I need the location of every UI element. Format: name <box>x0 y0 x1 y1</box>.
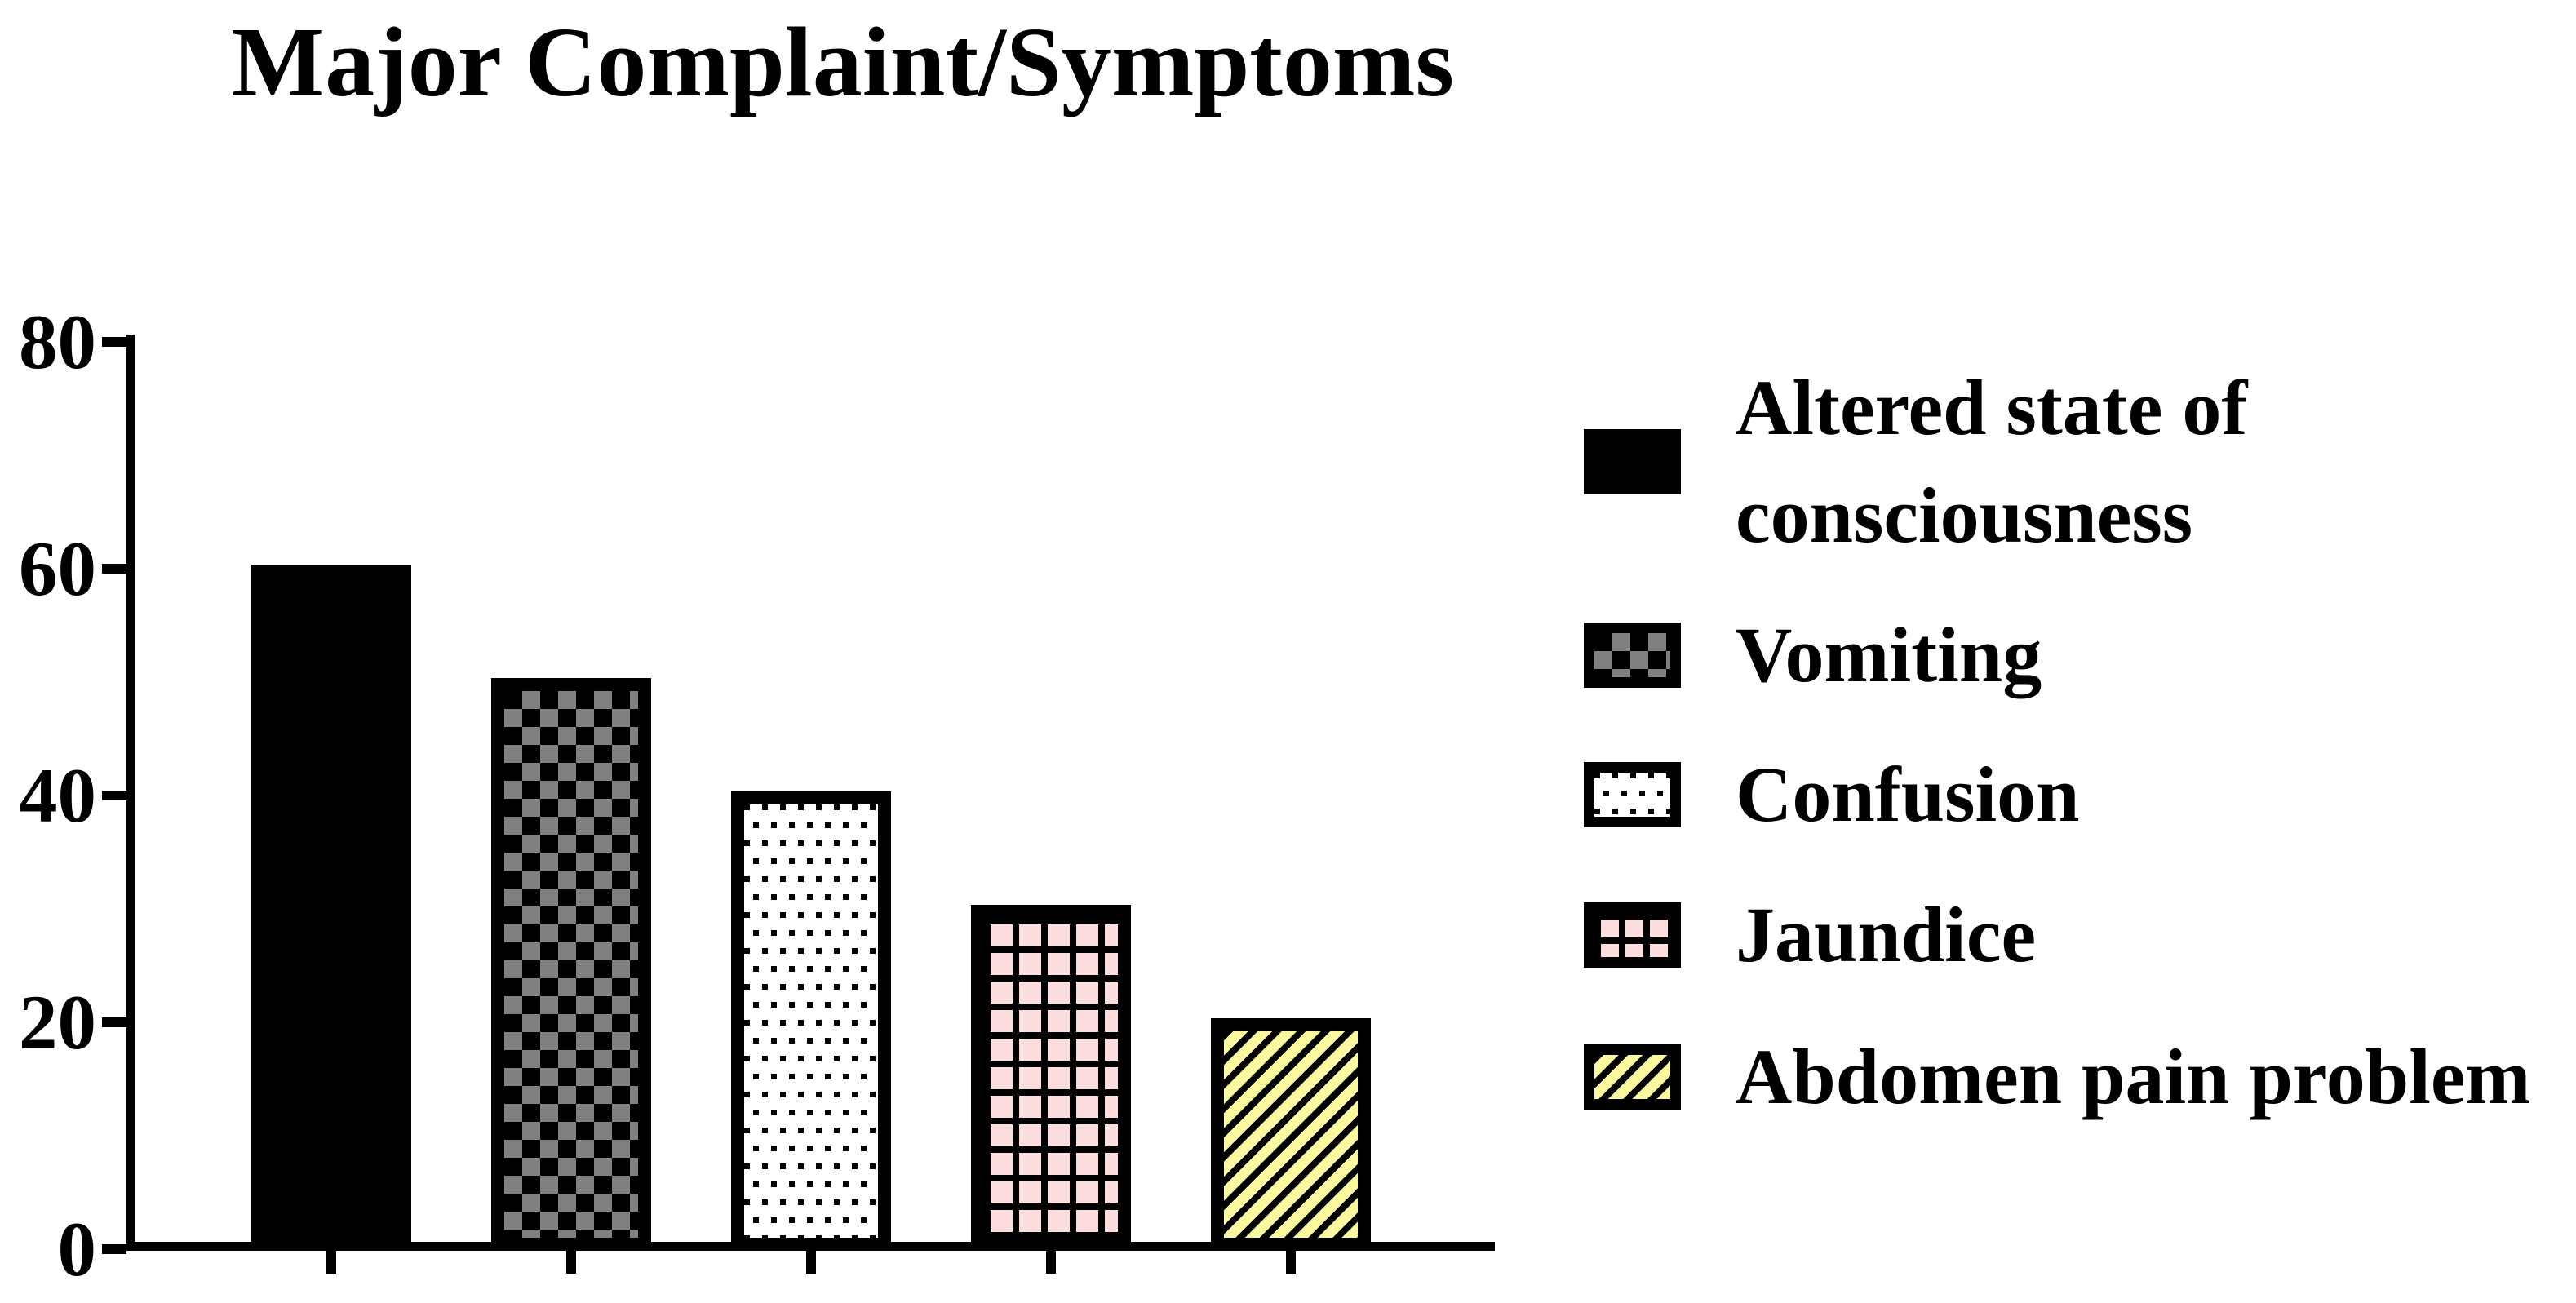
x-tick <box>566 1251 576 1274</box>
bar-altered-state-of-consciousness <box>251 565 411 1251</box>
y-tick-label: 0 <box>57 1206 97 1292</box>
legend-label: Abdomen pain problem <box>1736 1033 2531 1120</box>
legend-item: Vomiting <box>1584 601 2042 709</box>
legend-item: Altered state of consciousness <box>1584 354 2576 570</box>
y-tick-label: 20 <box>19 979 96 1066</box>
bar-abdomen-pain-problem <box>1211 1018 1371 1251</box>
x-tick <box>806 1251 816 1274</box>
legend-swatch-checker <box>1584 623 1681 688</box>
y-tick-label: 80 <box>19 299 96 385</box>
y-tick-label: 60 <box>19 525 96 612</box>
legend-label: Jaundice <box>1736 891 2037 978</box>
legend-item: Jaundice <box>1584 881 2036 989</box>
y-tick <box>102 1244 126 1254</box>
bar-confusion <box>731 791 891 1251</box>
x-tick <box>1286 1251 1296 1274</box>
legend-swatch-grid <box>1584 902 1681 968</box>
legend-swatch-stripes <box>1584 1044 1681 1110</box>
legend-swatch-solid <box>1584 429 1681 494</box>
y-axis-line <box>126 335 135 1251</box>
legend-label: Confusion <box>1736 751 2080 838</box>
x-tick <box>1046 1251 1056 1274</box>
y-tick <box>102 791 126 800</box>
bar-jaundice <box>971 905 1131 1251</box>
y-tick <box>102 564 126 574</box>
legend-swatch-dots <box>1584 762 1681 827</box>
legend-label: Vomiting <box>1736 611 2042 698</box>
x-tick <box>326 1251 336 1274</box>
legend-item: Confusion <box>1584 741 2080 849</box>
chart-title: Major Complaint/Symptoms <box>231 7 1455 117</box>
legend-label: Altered state of consciousness <box>1736 364 2248 559</box>
y-tick <box>102 1017 126 1027</box>
legend-item: Abdomen pain problem <box>1584 1023 2530 1131</box>
y-tick <box>102 337 126 347</box>
bar-vomiting <box>491 678 651 1251</box>
y-tick-label: 40 <box>19 752 96 839</box>
